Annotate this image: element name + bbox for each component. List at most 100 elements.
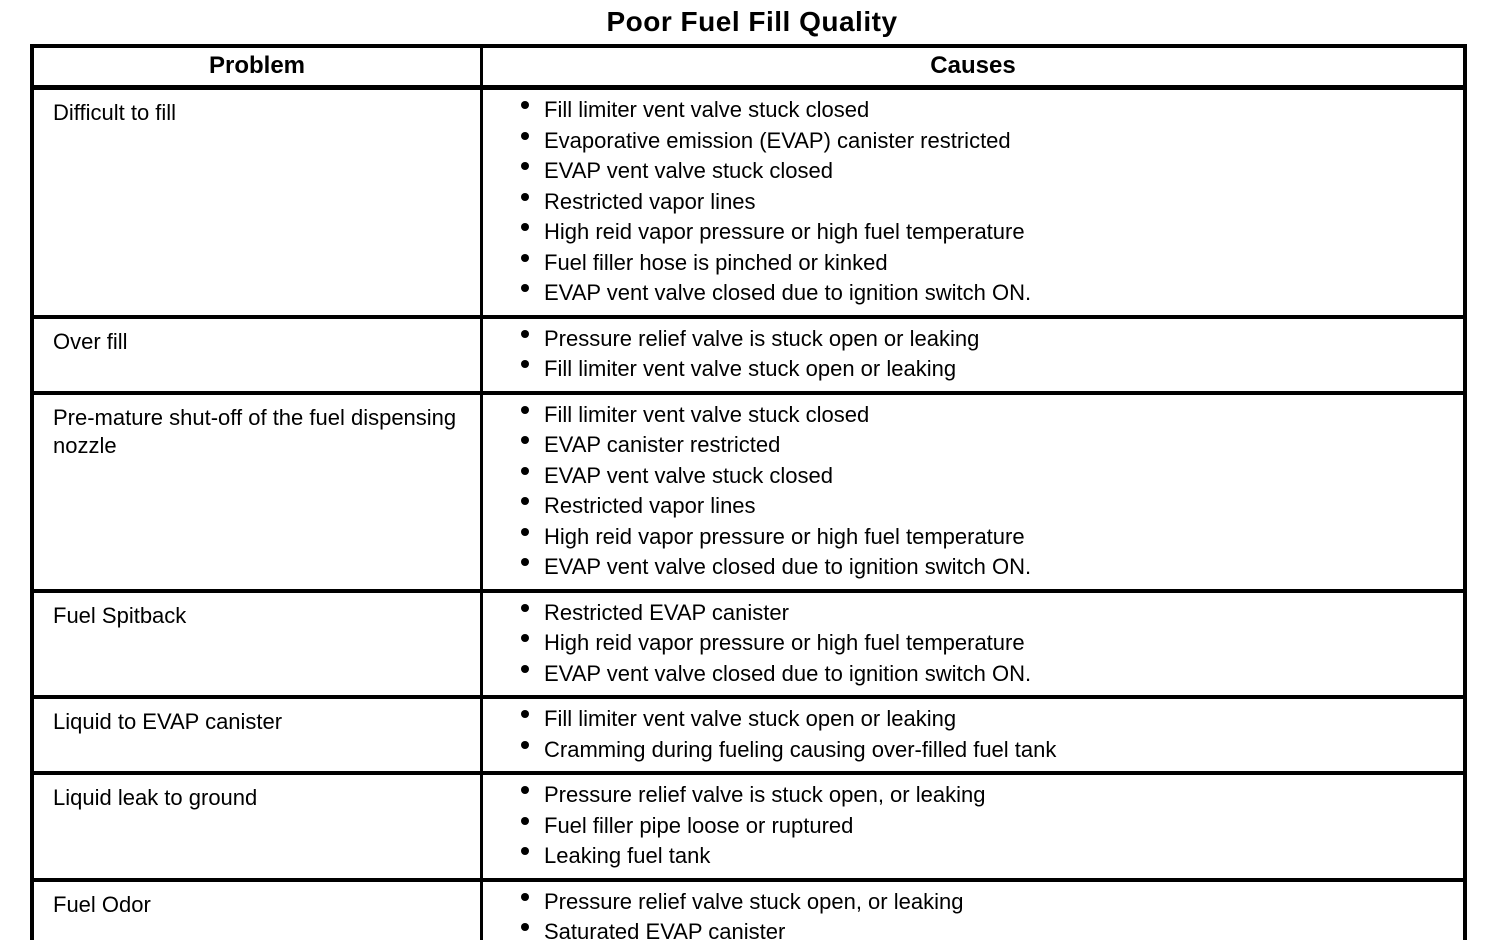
bullet-icon: [521, 527, 529, 536]
causes-cell: Pressure relief valve is stuck open, or …: [483, 775, 1463, 878]
fault-diagnosis-table: Problem Causes Difficult to fill Fill lim…: [30, 44, 1467, 940]
bullet-icon: [521, 786, 529, 795]
bullet-icon: [521, 816, 529, 825]
table-row: Pre-mature shut-off of the fuel dispensi…: [34, 390, 1463, 589]
cause-text: Cramming during fueling causing over-fil…: [544, 736, 1057, 762]
cause-item: Fill limiter vent valve stuck closed: [483, 400, 1449, 431]
table-row: Liquid leak to ground Pressure relief val…: [34, 771, 1463, 878]
causes-cell: Fill limiter vent valve stuck open or le…: [483, 699, 1463, 771]
cause-item: EVAP canister restricted: [483, 430, 1449, 461]
cause-text: Evaporative emission (EVAP) canister res…: [544, 127, 1011, 153]
bullet-icon: [521, 558, 529, 567]
causes-cell: Fill limiter vent valve stuck closed EVAP…: [483, 395, 1463, 589]
cause-item: Cramming during fueling causing over-fil…: [483, 735, 1449, 766]
cause-item: Leaking fuel tank: [483, 841, 1449, 872]
cause-text: Leaking fuel tank: [544, 843, 711, 868]
table-row: Fuel Spitback Restricted EVAP canister Hig…: [34, 588, 1463, 696]
problem-cell: Pre-mature shut-off of the fuel dispensi…: [34, 394, 483, 589]
bullet-icon: [521, 284, 529, 293]
cause-text: Fuel filler pipe loose or ruptured: [544, 812, 854, 838]
cause-item: High reid vapor pressure or high fuel te…: [483, 628, 1449, 659]
cause-item: Evaporative emission (EVAP) canister res…: [483, 126, 1449, 157]
table-row: Liquid to EVAP canister Fill limiter vent…: [34, 695, 1463, 771]
cause-text: Fuel filler hose is pinched or kinked: [544, 249, 888, 275]
bullet-icon: [521, 923, 529, 932]
problem-cell: Fuel Spitback: [34, 592, 483, 695]
cause-text: EVAP canister restricted: [544, 432, 781, 457]
table-header-row: Problem Causes: [34, 48, 1463, 90]
bullet-icon: [521, 131, 529, 140]
cause-item: Pressure relief valve is stuck open, or …: [483, 780, 1449, 811]
bullet-icon: [521, 162, 529, 171]
problem-column-header: Problem: [34, 48, 483, 85]
problem-cell: Difficult to fill: [34, 90, 483, 315]
bullet-icon: [521, 192, 529, 201]
cause-item: Restricted vapor lines: [483, 187, 1449, 218]
cause-item: Fill limiter vent valve stuck closed: [483, 95, 1449, 126]
bullet-icon: [521, 253, 529, 262]
cause-item: Restricted vapor lines: [483, 491, 1449, 522]
cause-text: EVAP vent valve closed due to ignition s…: [544, 280, 1032, 305]
cause-text: Fill limiter vent valve stuck closed: [544, 97, 870, 122]
table-row: Over fill Pressure relief valve is stuck …: [34, 314, 1463, 391]
cause-item: EVAP vent valve closed due to ignition s…: [483, 659, 1449, 690]
causes-column-header: Causes: [930, 52, 1016, 79]
cause-text: High reid vapor pressure or high fuel te…: [544, 219, 1025, 244]
table-body: Difficult to fill Fill limiter vent valve…: [34, 90, 1463, 940]
cause-text: EVAP vent valve closed due to ignition s…: [544, 660, 1032, 686]
cause-item: High reid vapor pressure or high fuel te…: [483, 217, 1449, 248]
cause-item: EVAP vent valve closed due to ignition s…: [483, 552, 1449, 583]
bullet-icon: [521, 436, 529, 445]
bullet-icon: [521, 101, 529, 110]
cause-item: Fill limiter vent valve stuck open or le…: [483, 354, 1449, 385]
cause-item: Saturated EVAP canister: [483, 917, 1449, 940]
cause-item: EVAP vent valve stuck closed: [483, 156, 1449, 187]
bullet-icon: [521, 223, 529, 232]
bullet-icon: [521, 405, 529, 414]
causes-cell: Pressure relief valve is stuck open or l…: [483, 319, 1463, 391]
bullet-icon: [521, 740, 529, 749]
problem-cell: Fuel Odor: [34, 881, 483, 940]
bullet-icon: [521, 360, 529, 369]
cause-text: Pressure relief valve is stuck open or l…: [544, 325, 980, 351]
cause-item: Pressure relief valve stuck open, or lea…: [483, 887, 1449, 918]
problem-cell: Over fill: [34, 318, 483, 391]
cause-text: Restricted vapor lines: [544, 188, 756, 214]
problem-cell: Liquid leak to ground: [34, 775, 483, 878]
bullet-icon: [521, 892, 529, 901]
causes-cell: Fill limiter vent valve stuck closed Evap…: [483, 90, 1463, 315]
cause-text: Restricted EVAP canister: [544, 599, 789, 625]
problem-cell: Liquid to EVAP canister: [34, 699, 483, 771]
table-row: Difficult to fill Fill limiter vent valve…: [34, 90, 1463, 315]
cause-text: EVAP vent valve stuck closed: [544, 158, 833, 183]
cause-text: Fill limiter vent valve stuck open or le…: [544, 356, 957, 381]
cause-item: Fuel filler pipe loose or ruptured: [483, 811, 1449, 842]
cause-text: Pressure relief valve stuck open, or lea…: [544, 888, 964, 914]
page-title: Poor Fuel Fill Quality: [606, 6, 898, 37]
cause-item: Pressure relief valve is stuck open or l…: [483, 324, 1449, 355]
cause-text: High reid vapor pressure or high fuel te…: [544, 523, 1025, 549]
cause-text: Restricted vapor lines: [544, 493, 756, 518]
cause-item: Restricted EVAP canister: [483, 598, 1449, 629]
bullet-icon: [521, 603, 529, 612]
bullet-icon: [521, 847, 529, 856]
cause-text: Pressure relief valve is stuck open, or …: [544, 782, 986, 807]
cause-text: EVAP vent valve closed due to ignition s…: [544, 554, 1032, 579]
cause-item: Fuel filler hose is pinched or kinked: [483, 248, 1449, 279]
bullet-icon: [521, 466, 529, 475]
cause-text: Fill limiter vent valve stuck open or le…: [544, 706, 957, 731]
bullet-icon: [521, 497, 529, 506]
cause-item: EVAP vent valve closed due to ignition s…: [483, 278, 1449, 309]
bullet-icon: [521, 634, 529, 643]
bullet-icon: [521, 710, 529, 719]
causes-cell: Restricted EVAP canister High reid vapor …: [483, 593, 1463, 696]
cause-text: Saturated EVAP canister: [544, 919, 786, 940]
cause-text: High reid vapor pressure or high fuel te…: [544, 630, 1025, 655]
cause-item: Fill limiter vent valve stuck open or le…: [483, 704, 1449, 735]
cause-item: EVAP vent valve stuck closed: [483, 461, 1449, 492]
bullet-icon: [521, 664, 529, 673]
cause-text: Fill limiter vent valve stuck closed: [544, 401, 870, 427]
cause-item: High reid vapor pressure or high fuel te…: [483, 522, 1449, 553]
causes-cell: Pressure relief valve stuck open, or lea…: [483, 882, 1463, 940]
